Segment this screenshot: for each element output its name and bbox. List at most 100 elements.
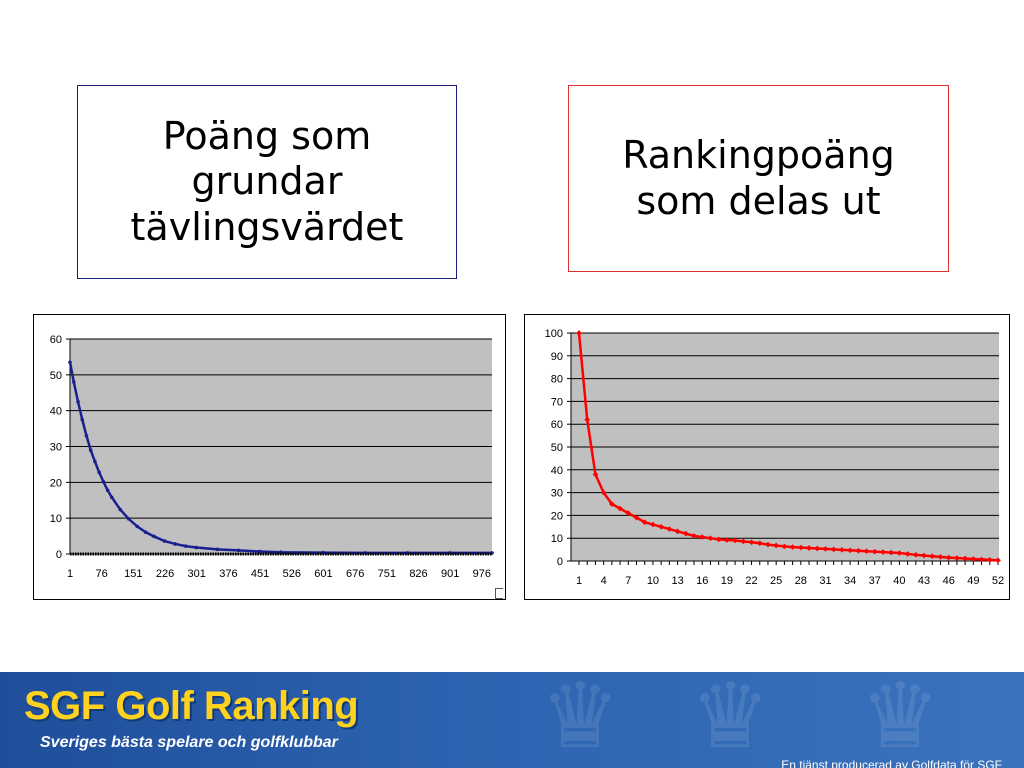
data-point <box>84 433 89 438</box>
data-point <box>110 495 114 500</box>
y-tick-label: 80 <box>551 374 563 386</box>
data-point <box>871 548 878 555</box>
x-tick-label: 43 <box>918 575 930 587</box>
y-tick-label: 20 <box>551 510 563 522</box>
x-tick-label: 40 <box>893 575 905 587</box>
data-point <box>633 514 640 521</box>
y-tick-label: 40 <box>50 406 62 418</box>
data-point <box>863 548 870 555</box>
data-point <box>797 544 804 551</box>
data-point <box>97 470 101 475</box>
data-point <box>162 539 167 543</box>
x-tick-label: 49 <box>967 575 979 587</box>
data-point <box>888 549 895 556</box>
brand-subtitle: Sveriges bästa spelare och golfklubbar <box>40 734 338 751</box>
x-tick-label: 34 <box>844 575 856 587</box>
data-point <box>929 553 936 560</box>
data-point <box>152 534 156 539</box>
data-point <box>995 557 1001 564</box>
right-heading: Rankingpoäng som delas ut <box>622 132 895 223</box>
y-tick-label: 50 <box>50 370 62 382</box>
y-tick-label: 100 <box>545 328 563 340</box>
left-heading: Poäng som grundar tävlingsvärdet <box>130 113 404 249</box>
data-point <box>839 546 845 553</box>
data-point <box>986 557 993 563</box>
data-point <box>748 539 755 546</box>
right-chart-svg: 0 10 20 30 40 50 60 70 80 90 100 1 4 7 10 13 16 19 22 25 28 3… <box>545 328 1004 587</box>
data-point <box>101 479 106 484</box>
y-tick-label: 0 <box>56 549 62 561</box>
data-point <box>847 547 853 554</box>
data-point <box>806 545 812 551</box>
data-point <box>962 555 968 562</box>
data-point <box>740 538 747 545</box>
x-tick-label: 451 <box>251 568 269 580</box>
brand-title: SGF Golf Ranking <box>24 684 359 728</box>
data-point <box>215 547 220 552</box>
y-tick-label: 60 <box>50 334 62 346</box>
data-point <box>173 542 177 546</box>
x-tick-label: 976 <box>473 568 491 580</box>
y-tick-label: 30 <box>50 442 62 454</box>
data-point <box>72 380 76 384</box>
data-point <box>830 546 837 553</box>
data-point <box>68 360 72 365</box>
data-point <box>88 448 93 452</box>
data-point <box>278 550 283 555</box>
x-tick-label: 19 <box>721 575 733 587</box>
data-point <box>658 523 664 530</box>
data-point <box>937 554 944 560</box>
data-point <box>194 545 199 550</box>
data-point <box>904 551 911 557</box>
data-point <box>781 543 788 550</box>
y-tick-label: 70 <box>551 396 563 408</box>
y-tick-label: 40 <box>551 465 563 477</box>
y-tick-label: 50 <box>551 442 563 454</box>
data-point <box>105 488 110 493</box>
data-point <box>880 549 886 555</box>
data-point <box>76 399 80 404</box>
data-point <box>126 517 131 521</box>
data-point <box>80 417 85 422</box>
footer-banner: ♛ ♛ ♛ SGF Golf Ranking Sveriges bästa sp… <box>0 672 1024 768</box>
y-tick-label: 10 <box>50 513 62 525</box>
x-tick-label: 376 <box>219 568 237 580</box>
series-line <box>577 332 999 562</box>
data-point <box>789 544 796 550</box>
x-tick-label: 4 <box>601 575 607 587</box>
x-tick-label: 37 <box>869 575 881 587</box>
credit-text: En tjänst producerad av Golfdata för SGF <box>781 758 1002 768</box>
data-point <box>921 552 927 559</box>
x-tick-label: 151 <box>124 568 142 580</box>
data-point <box>954 555 960 561</box>
x-tick-label: 76 <box>96 568 108 580</box>
x-tick-label: 22 <box>745 575 757 587</box>
x-tick-label: 31 <box>819 575 831 587</box>
x-tick-label: 13 <box>671 575 683 587</box>
data-point <box>257 549 262 554</box>
x-tick-label: 1 <box>576 575 582 587</box>
right-chart: 0 10 20 30 40 50 60 70 80 90 100 1 4 7 10 13 16 19 22 25 28 3… <box>524 314 1010 600</box>
data-point <box>970 556 977 562</box>
x-tick-label: 301 <box>188 568 206 580</box>
resize-handle-icon <box>495 588 503 599</box>
x-tick-label: 751 <box>378 568 396 580</box>
x-tick-label: 676 <box>346 568 364 580</box>
x-tick-label: 226 <box>156 568 174 580</box>
data-point <box>617 505 623 512</box>
right-heading-box: Rankingpoäng som delas ut <box>568 85 949 272</box>
data-point <box>822 546 829 552</box>
x-tick-label: 526 <box>283 568 301 580</box>
y-tick-label: 60 <box>551 419 563 431</box>
crown-icon: ♛ <box>540 672 621 767</box>
x-tick-label: 28 <box>795 575 807 587</box>
data-point <box>699 534 706 540</box>
x-tick-label: 7 <box>625 575 631 587</box>
x-tick-label: 901 <box>441 568 459 580</box>
y-tick-label: 0 <box>557 556 563 568</box>
data-point <box>143 530 148 534</box>
x-tick-label: 1 <box>67 568 73 580</box>
x-tick-label: 46 <box>943 575 955 587</box>
left-chart: 0 10 20 30 40 50 60 1 76 151 226 301 376 451 526 601 676… <box>33 314 506 600</box>
